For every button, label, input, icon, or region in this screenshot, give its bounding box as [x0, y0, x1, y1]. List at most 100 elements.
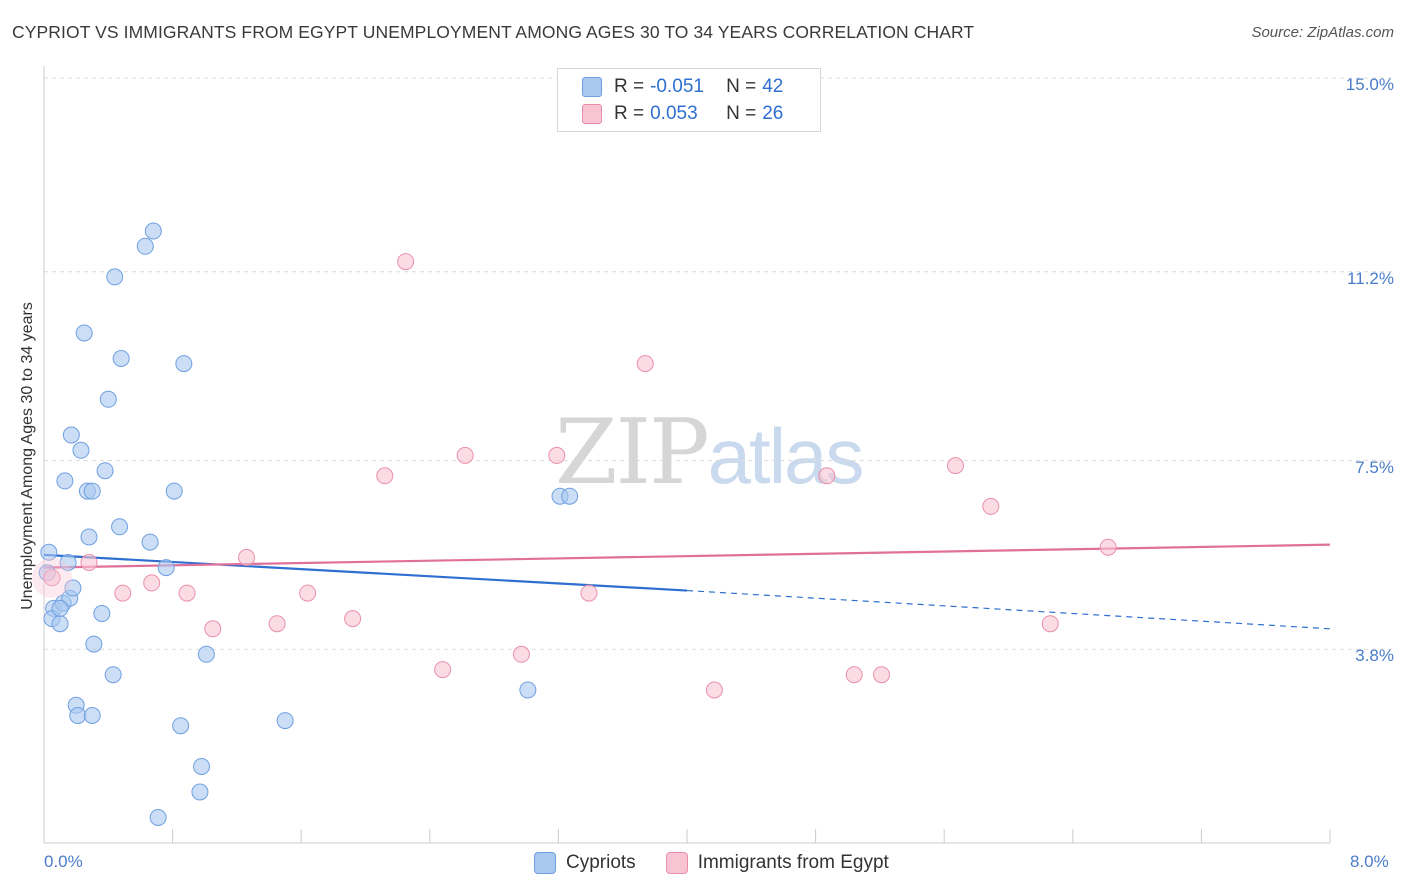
- data-point-cypriots: [83, 707, 101, 724]
- stats-row-cypriots: R = -0.051 N = 42: [582, 75, 783, 99]
- source-label: Source: ZipAtlas.com: [1251, 24, 1394, 41]
- data-point-cypriots: [165, 482, 183, 500]
- data-point-cypriots: [112, 350, 130, 367]
- data-point-egypt: [636, 355, 654, 373]
- legend-item-cypriots[interactable]: Cypriots: [534, 852, 636, 874]
- legend-item-egypt[interactable]: Immigrants from Egypt: [665, 852, 889, 874]
- data-point-cypriots: [93, 605, 111, 622]
- watermark: ZIPatlas: [555, 400, 865, 505]
- axes: [43, 66, 1331, 844]
- data-point-egypt: [818, 467, 836, 485]
- data-point-cypriots: [40, 543, 58, 561]
- x-tick-min: 0.0%: [44, 852, 83, 871]
- trend-line-1: [43, 543, 1331, 569]
- data-point-egypt: [845, 666, 863, 684]
- data-point-cypriots: [104, 666, 122, 684]
- data-point-egypt: [580, 584, 598, 602]
- y-tick-label: 3.8%: [1355, 646, 1394, 666]
- trend-lines: [43, 543, 1331, 630]
- y-tick-label: 15.0%: [1345, 75, 1394, 94]
- y-tick-label: 7.5%: [1355, 457, 1394, 477]
- n-value: 26: [762, 103, 784, 124]
- data-point-cypriots: [144, 222, 162, 240]
- data-point-cypriots: [56, 472, 74, 490]
- data-point-egypt: [376, 467, 394, 485]
- data-point-egypt: [80, 554, 98, 571]
- data-point-egypt: [705, 681, 723, 699]
- legend-swatch-egypt: [665, 852, 688, 874]
- data-point-cypriots: [59, 554, 77, 571]
- data-point-egypt: [1041, 615, 1059, 633]
- data-point-egypt: [238, 548, 256, 566]
- r-label: R =: [614, 76, 645, 97]
- trend-line-extension-0: [686, 589, 1331, 630]
- n-label: N =: [726, 76, 757, 97]
- data-point-cypriots: [172, 717, 190, 735]
- data-point-egypt: [982, 497, 1000, 515]
- data-point-egypt: [397, 253, 415, 271]
- data-point-egypt: [178, 584, 196, 602]
- data-point-egypt: [946, 457, 964, 475]
- legend-swatch-cypriots: [582, 77, 602, 97]
- data-point-egypt: [456, 446, 474, 464]
- data-point-cypriots: [141, 533, 159, 551]
- y-tick-label: 11.2%: [1347, 268, 1394, 288]
- data-point-cypriots: [51, 599, 69, 617]
- legend-swatch-cypriots: [534, 852, 556, 874]
- y-axis-title: Unemployment Among Ages 30 to 34 years: [19, 302, 36, 610]
- data-point-egypt: [434, 661, 452, 679]
- data-point-cypriots: [149, 809, 167, 826]
- watermark-zip: ZIP: [555, 400, 710, 505]
- data-point-cypriots: [175, 355, 193, 373]
- data-point-cypriots: [64, 579, 82, 597]
- data-point-cypriots: [191, 783, 209, 801]
- data-point-cypriots: [561, 487, 579, 505]
- legend-label-cypriots: Cypriots: [566, 852, 636, 873]
- data-point-egypt: [268, 615, 286, 633]
- data-point-cypriots: [99, 390, 117, 408]
- data-point-cypriots: [62, 426, 80, 444]
- data-point-cypriots: [75, 324, 93, 342]
- data-point-cypriots: [96, 462, 114, 480]
- data-point-cypriots: [276, 712, 294, 730]
- n-value: 42: [762, 76, 784, 97]
- watermark-atlas: atlas: [707, 412, 865, 500]
- data-point-cypriots: [83, 482, 101, 500]
- legend-swatch-egypt: [582, 104, 602, 124]
- data-point-egypt: [548, 446, 566, 464]
- r-value: -0.051: [650, 76, 704, 97]
- data-point-cypriots: [136, 237, 154, 255]
- data-point-egypt: [114, 584, 132, 602]
- chart-title: CYPRIOT VS IMMIGRANTS FROM EGYPT UNEMPLO…: [12, 22, 975, 42]
- data-point-egypt: [1099, 538, 1117, 556]
- data-point-egypt: [512, 645, 530, 663]
- n-label: N =: [726, 103, 757, 124]
- r-label: R =: [614, 103, 645, 124]
- data-point-egypt: [344, 610, 362, 628]
- x-tick-max: 8.0%: [1350, 852, 1389, 871]
- data-point-egypt: [873, 666, 891, 684]
- data-point-cypriots: [51, 615, 69, 633]
- trend-line-0: [43, 553, 688, 592]
- data-point-cypriots: [80, 528, 98, 546]
- data-points: [32, 222, 1117, 826]
- stats-legend: R = -0.051 N = 42 R = 0.053 N = 26: [557, 68, 821, 132]
- data-point-egypt: [204, 620, 222, 638]
- data-point-cypriots: [157, 559, 175, 577]
- data-point-cypriots: [85, 635, 103, 653]
- data-point-cypriots: [111, 518, 129, 536]
- data-point-cypriots: [519, 681, 537, 699]
- data-point-egypt-cluster: [32, 557, 73, 598]
- data-point-cypriots: [69, 707, 87, 724]
- stats-row-egypt: R = 0.053 N = 26: [582, 102, 783, 126]
- data-point-cypriots: [72, 441, 90, 459]
- legend-label-egypt: Immigrants from Egypt: [697, 852, 889, 873]
- series-legend: Cypriots Immigrants from Egypt: [534, 852, 919, 874]
- data-point-egypt: [299, 584, 317, 602]
- data-point-egypt: [43, 569, 61, 587]
- data-point-cypriots: [193, 758, 211, 775]
- r-value: 0.053: [650, 103, 698, 124]
- data-point-cypriots: [106, 268, 124, 286]
- data-point-cypriots: [197, 645, 215, 663]
